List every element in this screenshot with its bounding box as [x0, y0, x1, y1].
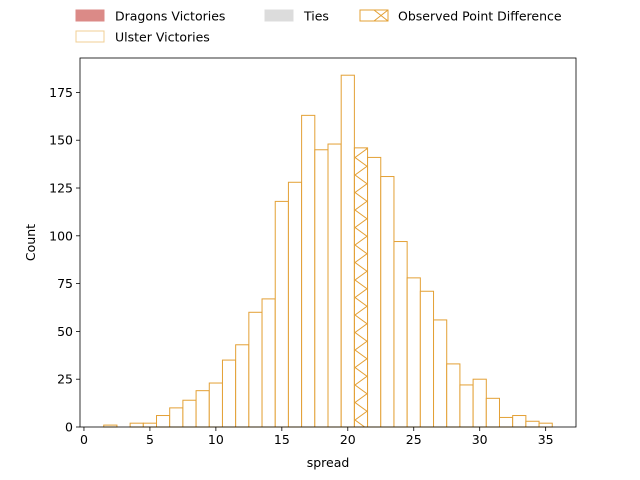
histogram-bar	[129, 422, 144, 428]
legend-swatch-observed	[359, 9, 389, 22]
legend-item-dragons: Dragons Victories	[75, 9, 225, 24]
histogram-bar	[235, 344, 250, 428]
x-tick-label: 15	[274, 432, 290, 447]
y-tick-label: 150	[49, 133, 73, 148]
x-axis-label: spread	[307, 455, 350, 470]
histogram-bar	[156, 415, 171, 428]
histogram-bar	[406, 277, 421, 428]
histogram-bar	[485, 397, 500, 428]
histogram-bar	[195, 390, 210, 428]
histogram-bar	[301, 114, 316, 428]
histogram-bar	[169, 407, 184, 428]
histogram-bar	[182, 399, 197, 428]
legend-label-dragons: Dragons Victories	[115, 9, 225, 24]
y-tick-label: 125	[49, 181, 73, 196]
legend-label-ulster: Ulster Victories	[115, 30, 210, 45]
histogram-bar	[433, 319, 448, 428]
histogram-bar	[314, 149, 329, 428]
histogram-bar	[498, 416, 514, 428]
x-tick-label: 0	[80, 432, 88, 447]
legend-swatch-ulster	[75, 30, 105, 43]
legend-swatch-dragons	[75, 9, 105, 22]
y-tick-label: 0	[65, 420, 73, 435]
histogram-bar	[446, 363, 461, 428]
histogram-bar	[248, 311, 263, 428]
legend-label-observed: Observed Point Difference	[398, 9, 562, 24]
plot-frame	[79, 57, 577, 428]
y-tick-label: 50	[57, 324, 73, 339]
histogram-bar	[380, 176, 395, 428]
histogram-bar	[221, 359, 237, 428]
x-tick-label: 30	[472, 432, 488, 447]
legend-item-ties: Ties	[264, 9, 329, 24]
legend-label-ties: Ties	[303, 9, 329, 24]
histogram-bar	[274, 200, 289, 428]
legend: Dragons Victories Ulster Victories Ties …	[75, 9, 562, 45]
histogram-bar	[261, 298, 276, 428]
histogram-bar	[472, 378, 487, 428]
histogram-bar	[327, 143, 342, 428]
histogram-bar-observed	[353, 147, 369, 428]
y-tick-label: 100	[49, 228, 73, 243]
histogram-bar	[525, 420, 540, 428]
y-axis: 0 25 50 75 100 125 150 175	[49, 85, 80, 435]
y-axis-label: Count	[23, 224, 38, 261]
histogram-bar	[393, 241, 408, 428]
x-tick-label: 35	[538, 432, 554, 447]
histogram-bar	[208, 382, 223, 428]
bars-group	[103, 74, 553, 428]
histogram-bar	[538, 422, 553, 428]
x-tick-label: 25	[406, 432, 422, 447]
legend-swatch-ties	[264, 9, 294, 22]
histogram-bar	[512, 415, 527, 428]
x-tick-label: 20	[340, 432, 356, 447]
x-tick-label: 5	[146, 432, 154, 447]
histogram-bar	[142, 422, 158, 428]
legend-item-observed: Observed Point Difference	[359, 9, 562, 24]
histogram-bar	[340, 74, 355, 428]
y-tick-label: 175	[49, 85, 73, 100]
histogram-bar	[419, 290, 435, 428]
histogram-bar	[367, 156, 382, 428]
y-tick-label: 75	[57, 276, 73, 291]
legend-item-ulster: Ulster Victories	[75, 30, 210, 45]
histogram-bar	[287, 181, 303, 428]
y-tick-label: 25	[57, 372, 73, 387]
x-tick-label: 10	[208, 432, 224, 447]
x-axis: 0 5 10 15 20 25 30 35	[80, 427, 554, 447]
histogram-bar	[459, 384, 474, 428]
